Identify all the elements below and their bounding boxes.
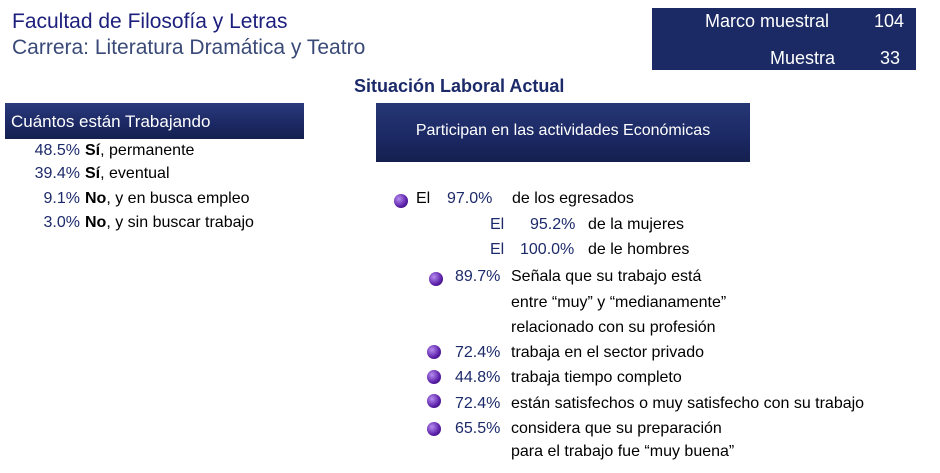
working-heading-bar: Cuántos están Trabajando [5,103,304,139]
page-subtitle: Carrera: Literatura Dramática y Teatro [12,36,366,59]
sub-percent: 95.2% [530,216,576,233]
page-title: Facultad de Filosofía y Letras [12,10,288,33]
item-detail: , y en busca empleo [106,190,250,207]
bullet-percent: 65.5% [455,420,501,437]
economic-heading-bar: Participan en las actividades Económicas [376,103,750,162]
sample-stats-box: Marco muestral 104 Muestra 33 [652,8,916,70]
item-detail: , permanente [100,142,195,159]
bullet-text: entre “muy” y “medianamente” [511,294,727,311]
sub-text: de le hombres [588,241,690,258]
item-answer: No [85,214,107,231]
main-text: de los egresados [512,190,634,207]
bullet-text: para el trabajo fue “muy buena” [511,443,735,460]
muestra-label: Muestra [770,48,836,68]
marco-muestral-value: 104 [874,11,905,31]
bullet-text: considera que su preparación [511,420,722,437]
item-percent: 48.5% [34,142,80,159]
main-prefix: El [416,190,431,207]
bullet-percent: 89.7% [455,268,501,285]
bullet-icon [427,345,441,359]
item-percent: 9.1% [43,190,80,207]
bullet-icon [394,194,408,208]
sub-percent: 100.0% [520,241,575,258]
item-percent: 3.0% [43,214,80,231]
main-percent: 97.0% [447,190,493,207]
item-percent: 39.4% [34,165,80,182]
bullet-percent: 72.4% [455,395,501,412]
bullet-text: están satisfechos o muy satisfecho con s… [511,395,865,412]
bullet-icon [427,422,441,436]
marco-muestral-label: Marco muestral [705,11,830,31]
bullet-text: relacionado con su profesión [511,319,716,336]
working-heading: Cuántos están Trabajando [11,112,211,131]
muestra-value: 33 [880,48,901,68]
bullet-icon [429,272,443,286]
item-answer: Sí [85,165,101,182]
bullet-icon [427,370,441,384]
sub-prefix: El [490,241,505,258]
sub-text: de la mujeres [588,216,685,233]
item-answer: Sí [85,142,101,159]
bullet-percent: 72.4% [455,344,501,361]
bullet-percent: 44.8% [455,369,501,386]
bullet-text: trabaja en el sector privado [511,344,704,361]
item-detail: , y sin buscar trabajo [106,214,254,231]
sub-prefix: El [490,216,505,233]
section-title: Situación Laboral Actual [354,76,565,96]
bullet-text: Señala que su trabajo está [511,268,702,285]
item-answer: No [85,190,107,207]
economic-heading: Participan en las actividades Económicas [415,122,711,139]
bullet-text: trabaja tiempo completo [511,369,682,386]
bullet-icon [427,394,441,408]
item-detail: , eventual [100,165,170,182]
